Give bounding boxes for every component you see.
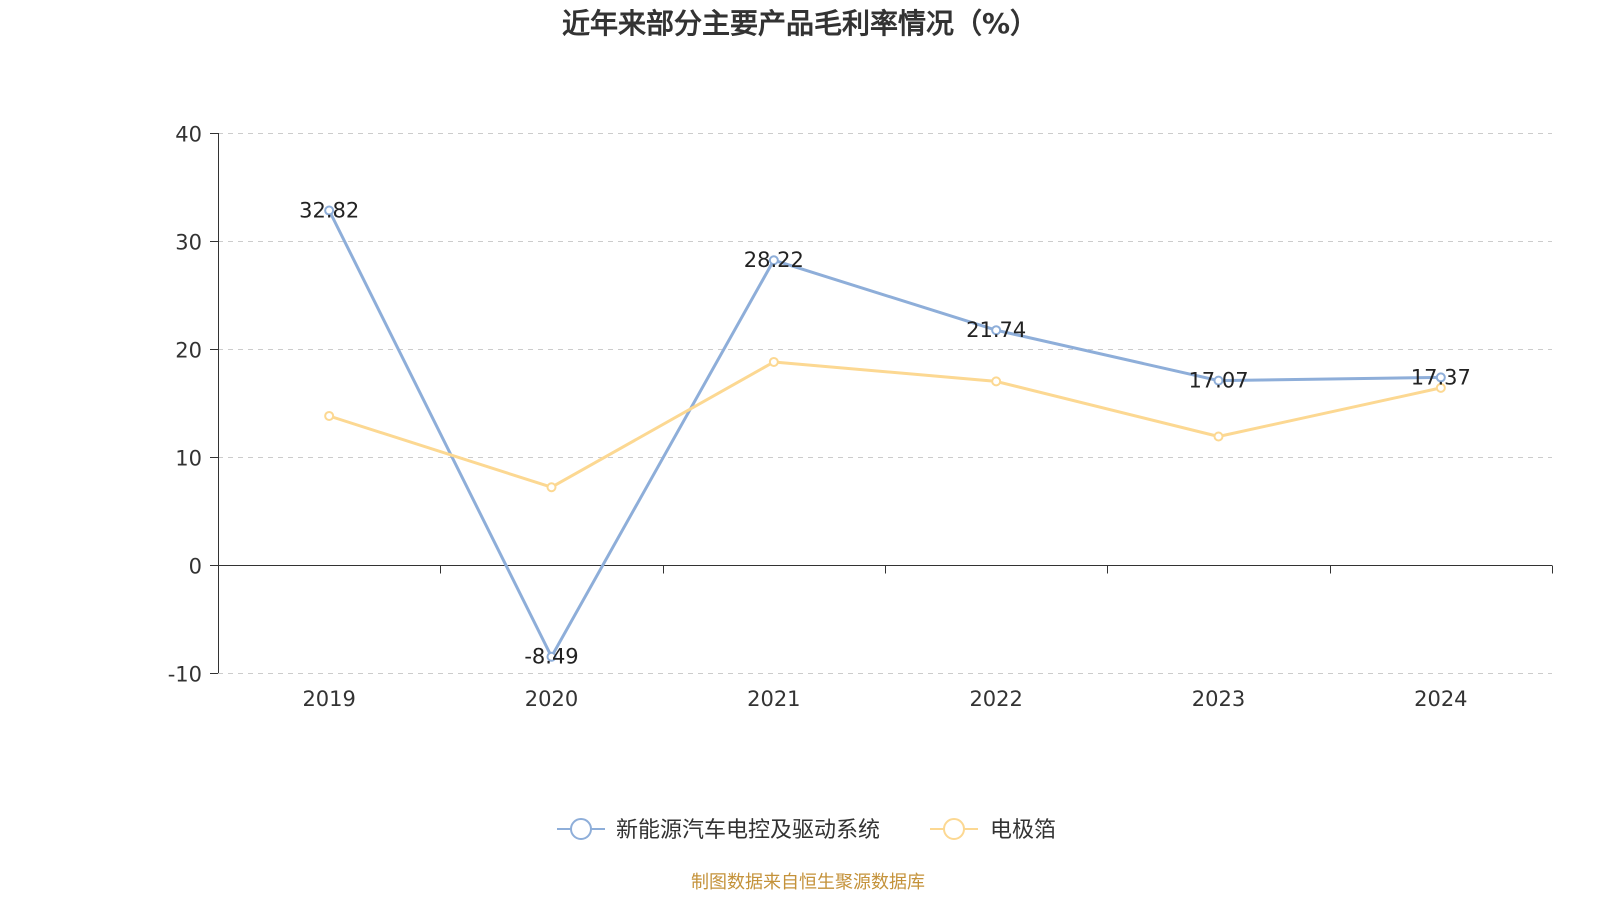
y-tick-label: -10 (168, 663, 202, 687)
data-point-series-1 (1435, 382, 1446, 393)
data-point-series-0 (1435, 372, 1446, 383)
x-tick-label: 2022 (969, 687, 1022, 711)
y-tick-label: 20 (175, 339, 202, 363)
x-tick-label: 2020 (525, 687, 578, 711)
data-point-series-1 (1213, 431, 1224, 442)
legend: 新能源汽车电控及驱动系统 电极箔 (557, 818, 1056, 843)
legend-item-series-1[interactable]: 电极箔 (930, 818, 1056, 843)
data-point-series-0 (324, 205, 335, 216)
x-tick-label: 2021 (747, 687, 800, 711)
axes: -10 0 10 20 30 40 2019 2020 2021 2022 2023 2024 (168, 123, 1553, 711)
y-tick-label: 30 (175, 231, 202, 255)
y-tick-label: 10 (175, 447, 202, 471)
x-tick-label: 2019 (302, 687, 355, 711)
y-tick-label: 0 (189, 555, 202, 579)
chart-title: 近年来部分主要产品毛利率情况（%） (562, 7, 1038, 40)
source-note: 制图数据来自恒生聚源数据库 (691, 872, 925, 893)
grid-lines (218, 133, 1552, 674)
y-tick-label: 40 (175, 123, 202, 147)
x-tick-label: 2024 (1414, 687, 1467, 711)
data-label: -8.49 (524, 645, 578, 669)
data-point-series-0 (1213, 375, 1224, 386)
data-point-series-0 (546, 651, 557, 662)
legend-label-series-0: 新能源汽车电控及驱动系统 (616, 818, 880, 843)
data-labels: 32.82 -8.49 28.22 21.74 17.07 17.37 (299, 199, 1471, 669)
legend-item-series-0[interactable]: 新能源汽车电控及驱动系统 (557, 818, 880, 843)
legend-label-series-1: 电极箔 (990, 818, 1056, 843)
legend-circle-icon (570, 818, 592, 840)
data-label: 17.07 (1188, 369, 1248, 393)
data-point-series-1 (324, 410, 335, 421)
data-point-series-0 (768, 255, 779, 266)
series-layer (324, 205, 1446, 662)
data-label: 32.82 (299, 199, 359, 223)
data-label: 17.37 (1411, 365, 1471, 389)
data-label: 28.22 (744, 248, 804, 272)
data-point-series-1 (768, 356, 779, 367)
data-point-series-1 (546, 482, 557, 493)
data-point-series-0 (991, 325, 1002, 336)
series-line-1 (327, 360, 1443, 489)
data-label: 21.74 (966, 318, 1026, 342)
x-tick-label: 2023 (1192, 687, 1245, 711)
data-point-series-1 (991, 376, 1002, 387)
legend-circle-icon (943, 818, 965, 840)
series-line-0 (327, 209, 1443, 659)
